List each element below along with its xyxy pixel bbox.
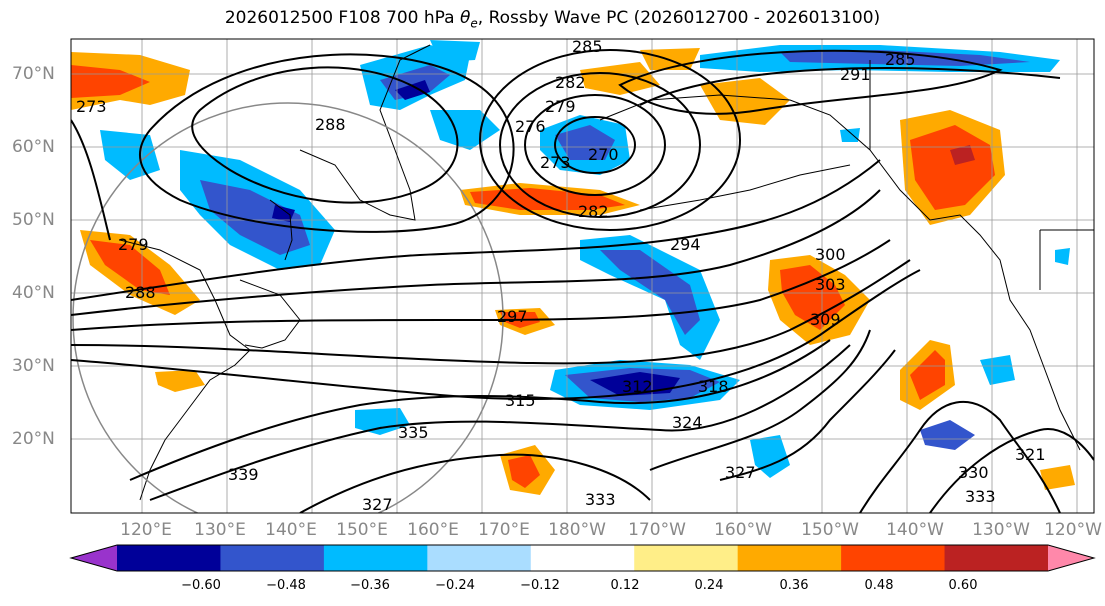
colorbar-swatch [841,545,946,571]
colorbar-tick: −0.24 [435,578,475,593]
colorbar-right-arrow [1048,545,1094,571]
lat-label-30n: 30°N [12,356,55,376]
contour-label: 318 [698,377,729,396]
contour-label: 282 [578,202,609,221]
contour-label: 279 [545,97,576,116]
lat-label-60n: 60°N [12,137,55,157]
lat-label-20n: 20°N [12,429,55,449]
lon-label: 160°E [407,520,459,540]
lon-label: 120°E [120,520,172,540]
contour-label: 270 [588,145,619,164]
contour-label-group: 285 282 279 276 273 270 288 282 294 300 … [76,37,1046,514]
colorbar-left-arrow [71,545,117,571]
colorbar-tick: 0.48 [864,578,894,593]
contour-label: 324 [672,413,703,432]
contour-label: 339 [228,465,259,484]
lon-label: 170°E [478,520,530,540]
contour-label: 285 [572,37,603,56]
colorbar-tick: −0.12 [520,578,560,593]
range-ring [72,102,504,513]
colorbar-swatch [944,545,1049,571]
contour-label: 282 [555,73,586,92]
contour-label: 279 [118,235,149,254]
contour-label: 288 [125,283,156,302]
contour-label: 297 [497,307,528,326]
colorbar-tick: −0.60 [181,578,221,593]
contour-label: 321 [1015,445,1046,464]
map-frame [70,38,1095,514]
colorbar-tick: 0.12 [610,578,640,593]
lat-label-50n: 50°N [12,210,55,230]
colorbar-tick: 0.24 [694,578,724,593]
lon-label: 130°E [194,520,246,540]
contour-label: 335 [398,423,429,442]
lon-label: 150°E [336,520,388,540]
theta-e-contours [71,49,1094,513]
contour-label: 330 [958,463,989,482]
contour-label: 327 [362,495,393,514]
map-title: 2026012500 F108 700 hPa θe, Rossby Wave … [224,8,881,31]
colorbar-swatch [634,545,739,571]
contour-label: 327 [725,463,756,482]
contour-label: 312 [622,377,653,396]
contour-label: 315 [505,391,536,410]
colorbar [69,544,1096,572]
contour-label: 309 [810,310,841,329]
contour-label: 285 [885,50,916,69]
lon-label: 180°W [548,520,606,540]
lon-label: 160°W [714,520,772,540]
colorbar-tick: −0.36 [350,578,390,593]
colorbar-swatch [530,545,635,571]
colorbar-swatch [220,545,325,571]
colorbar-swatch [323,545,428,571]
colorbar-tick: −0.48 [266,578,306,593]
contour-label: 276 [515,117,546,136]
lon-label: 140°E [265,520,317,540]
lon-label: 120°W [1044,520,1102,540]
colorbar-swatch [117,545,221,571]
lon-label: 140°W [886,520,944,540]
colorbar-swatch [427,545,532,571]
contour-label: 333 [585,490,616,509]
contour-label: 300 [815,245,846,264]
lon-label: 150°W [801,520,859,540]
contour-label: 273 [540,153,571,172]
contour-label: 333 [965,487,996,506]
contour-label: 294 [670,235,701,254]
lon-label: 170°W [628,520,686,540]
contour-label: 273 [76,97,107,116]
anomaly-shading [71,40,1075,495]
coastlines [119,44,1094,501]
contour-label: 303 [815,275,846,294]
lat-label-40n: 40°N [12,283,55,303]
contour-label: 291 [840,65,871,84]
lon-label: 130°W [972,520,1030,540]
colorbar-tick: 0.60 [948,578,978,593]
theta-symbol: θ [460,8,471,28]
colorbar-tick: 0.36 [779,578,809,593]
lat-label-70n: 70°N [12,64,55,84]
colorbar-swatch [737,545,842,571]
contour-label: 288 [315,115,346,134]
